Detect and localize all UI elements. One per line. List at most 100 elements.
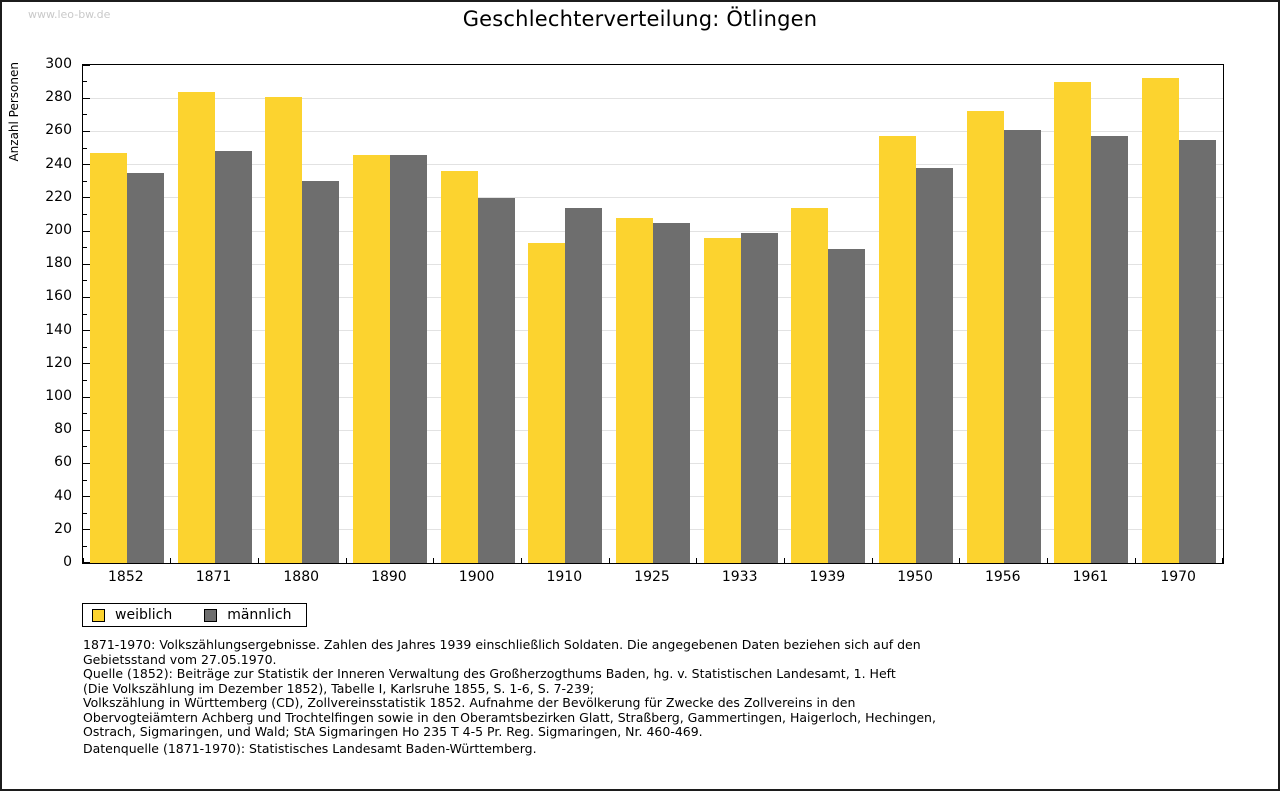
chart-title: Geschlechterverteilung: Ötlingen	[462, 7, 818, 31]
y-minor-tick-130	[83, 346, 87, 348]
y-major-tick-220	[83, 197, 90, 199]
y-minor-tick-270	[83, 114, 87, 116]
y-major-tick-260	[83, 130, 90, 132]
y-tick-label-280: 280	[45, 89, 72, 106]
gridline-240	[83, 164, 1223, 166]
bar-männlich-1910	[565, 207, 603, 563]
bar-weiblich-1880	[265, 96, 303, 563]
bar-weiblich-1900	[440, 171, 478, 563]
y-major-tick-240	[83, 164, 90, 166]
legend: weiblich männlich	[82, 603, 307, 627]
y-tick-label-300: 300	[45, 56, 72, 72]
y-major-tick-200	[83, 230, 90, 232]
y-axis-tick-labels: 0 20 40 60 80 100 120 140 160 180 200 220 240 260 280 3…	[2, 56, 72, 570]
x-tick-label-1970: 1970	[1160, 569, 1196, 585]
y-tick-label-40: 40	[54, 487, 72, 504]
y-tick-label-180: 180	[45, 255, 72, 272]
bar-männlich-1890	[389, 154, 427, 563]
x-tick-label-1950: 1950	[897, 569, 933, 585]
bar-männlich-1939	[828, 249, 866, 563]
bar-männlich-1950	[916, 167, 954, 563]
x-tick-label-1910: 1910	[546, 569, 583, 585]
legend-label-weiblich: weiblich	[115, 607, 173, 623]
x-tick-label-1925: 1925	[634, 569, 670, 585]
legend-label-männlich: männlich	[227, 607, 292, 623]
x-tick-label-1961: 1961	[1072, 569, 1109, 585]
plot-area	[82, 64, 1224, 564]
bar-männlich-1956	[1003, 129, 1041, 563]
footnotes: 1871-1970: Volkszählungsergebnisse. Zahl…	[83, 637, 936, 740]
x-boundary-tick-9	[871, 558, 873, 563]
x-tick-label-1852: 1852	[108, 569, 144, 585]
y-major-tick-140	[83, 330, 90, 332]
datasource-note: Datenquelle (1871-1970): Statistisches L…	[83, 741, 537, 756]
y-major-tick-300	[83, 65, 90, 66]
y-major-tick-80	[83, 429, 90, 431]
bar-männlich-1970	[1179, 139, 1217, 563]
legend-swatch-weiblich	[92, 608, 105, 622]
footnote-line-7: Ostrach, Sigmaringen, und Wald; StA Sigm…	[83, 724, 703, 739]
y-minor-tick-290	[83, 81, 87, 83]
bar-männlich-1852	[126, 172, 164, 563]
x-tick-label-1900: 1900	[458, 569, 495, 585]
y-tick-label-220: 220	[45, 188, 72, 205]
bar-weiblich-1970	[1142, 78, 1180, 563]
footnote-line-6: Obervogteiämtern Achberg und Trochtelfin…	[83, 709, 936, 725]
y-minor-tick-230	[83, 180, 87, 182]
y-tick-label-0: 0	[63, 554, 72, 570]
y-tick-label-260: 260	[45, 122, 72, 139]
footnote-line-4: (Die Volkszählung im Dezember 1852), Tab…	[83, 680, 595, 696]
y-tick-label-200: 200	[45, 222, 72, 238]
y-tick-label-240: 240	[45, 155, 72, 172]
y-major-tick-120	[83, 363, 90, 365]
bar-männlich-1900	[477, 197, 515, 563]
x-boundary-tick-11	[1047, 558, 1049, 563]
y-minor-tick-250	[83, 147, 87, 149]
y-minor-tick-150	[83, 313, 87, 315]
footnote-line-3: Quelle (1852): Beiträge zur Statistik de…	[83, 666, 896, 681]
y-tick-label-100: 100	[45, 388, 72, 404]
x-tick-label-1933: 1933	[721, 569, 758, 585]
legend-item-weiblich: weiblich	[92, 607, 172, 623]
y-minor-tick-210	[83, 213, 87, 215]
y-major-tick-180	[83, 263, 90, 265]
bar-männlich-1925	[653, 222, 690, 563]
bar-weiblich-1933	[703, 237, 741, 563]
x-boundary-tick-10	[959, 558, 961, 563]
y-minor-tick-170	[83, 280, 87, 282]
bar-männlich-1871	[214, 151, 252, 563]
x-boundary-tick-3	[345, 558, 347, 563]
y-tick-label-120: 120	[45, 354, 72, 371]
x-boundary-tick-2	[257, 558, 259, 563]
y-minor-tick-30	[83, 512, 87, 514]
bar-weiblich-1910	[528, 242, 566, 563]
x-boundary-tick-12	[1134, 558, 1136, 563]
y-major-tick-280	[83, 97, 90, 99]
y-major-tick-160	[83, 296, 90, 298]
y-major-tick-0	[83, 562, 90, 563]
bar-weiblich-1871	[177, 91, 215, 563]
legend-swatch-männlich	[204, 608, 218, 622]
footnote-line-2: Gebietsstand vom 27.05.1970.	[83, 651, 277, 667]
x-tick-label-1890: 1890	[371, 569, 407, 585]
y-tick-label-20: 20	[54, 520, 72, 537]
x-boundary-tick-13	[1222, 558, 1223, 563]
y-tick-label-80: 80	[54, 421, 72, 438]
gridline-220	[83, 197, 1223, 199]
gridline-260	[83, 130, 1223, 132]
x-boundary-tick-8	[784, 558, 786, 563]
y-minor-tick-110	[83, 379, 87, 381]
bar-weiblich-1852	[89, 152, 127, 563]
bar-weiblich-1956	[966, 111, 1004, 563]
bar-weiblich-1950	[879, 136, 917, 563]
y-major-tick-100	[83, 396, 90, 398]
x-boundary-tick-4	[433, 558, 435, 563]
watermark: www.leo-bw.de	[28, 8, 111, 21]
y-tick-label-140: 140	[45, 321, 72, 338]
x-boundary-tick-1	[170, 558, 172, 563]
bar-männlich-1961	[1091, 136, 1129, 563]
x-axis-tick-labels: 1852 1871 1880 1890 1900 1910 1925 1933 1939 1950…	[82, 569, 1222, 587]
x-tick-label-1939: 1939	[809, 569, 846, 585]
y-minor-tick-10	[83, 545, 87, 547]
